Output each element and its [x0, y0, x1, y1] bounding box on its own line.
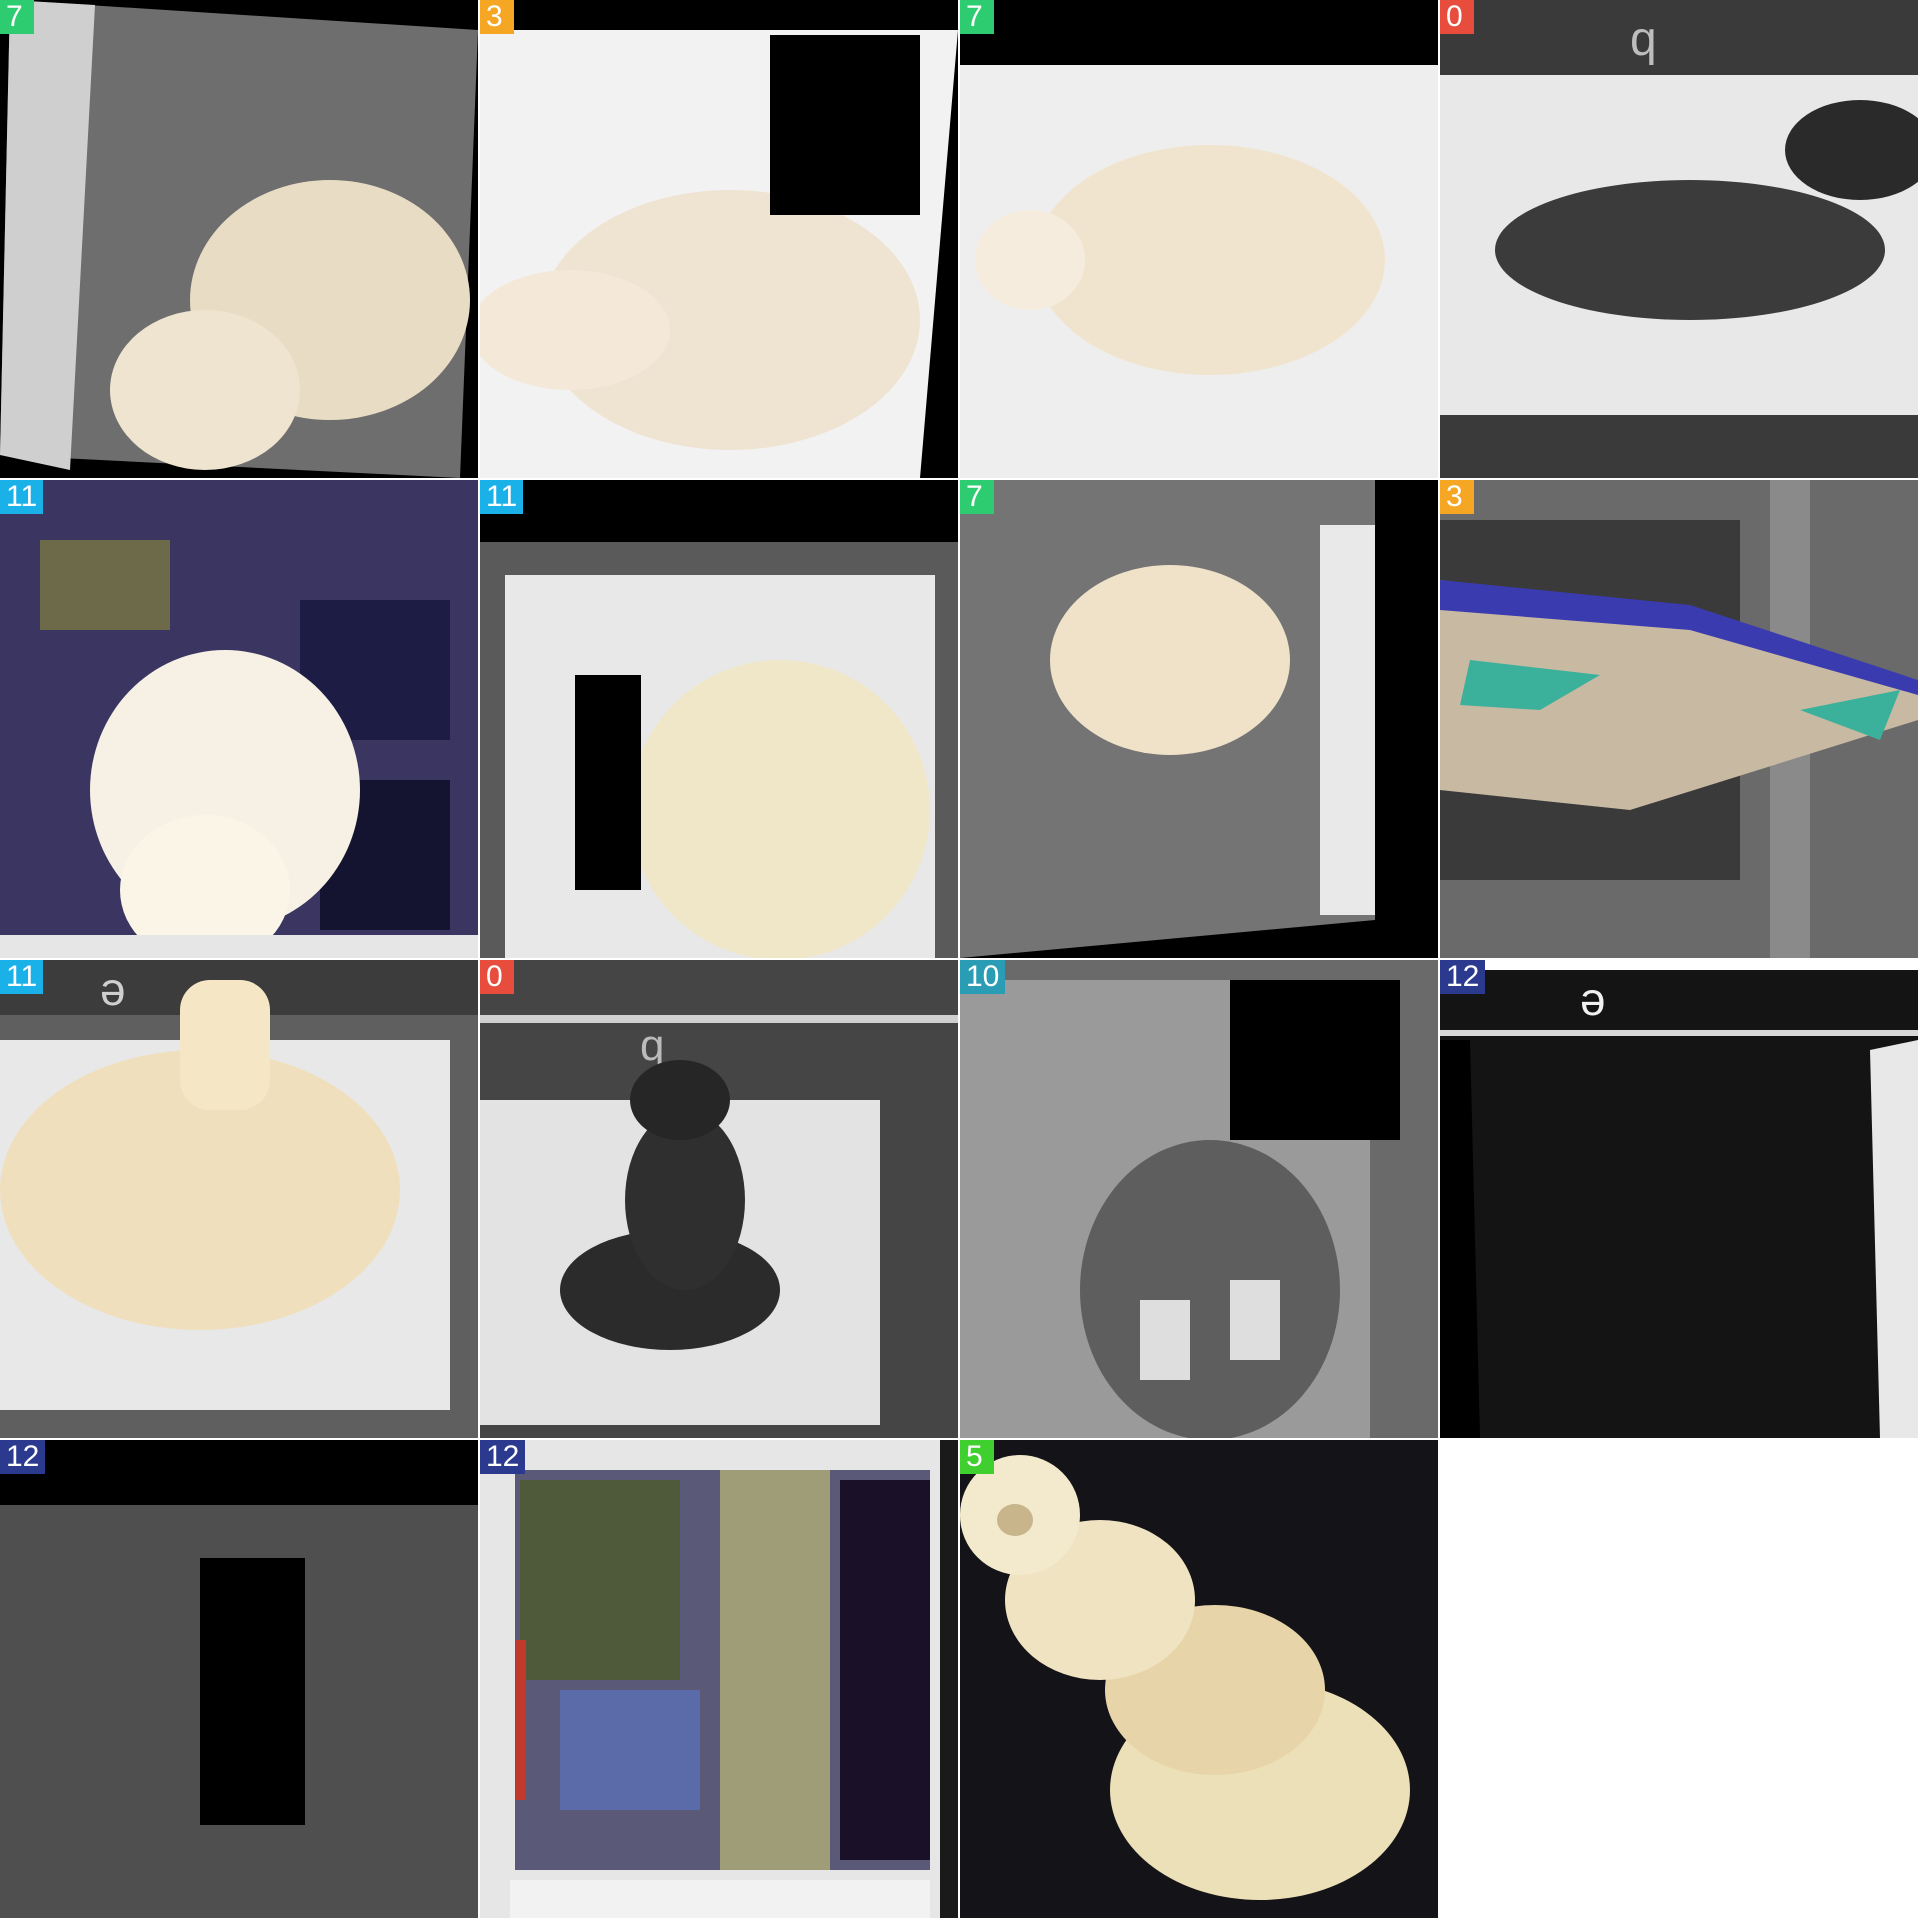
board-coordinate-letter: ə: [100, 963, 126, 1015]
tile-3-image: [960, 0, 1438, 478]
tile-2-image: [480, 0, 958, 478]
tile-14: 12: [480, 1440, 958, 1918]
tile-8: q 3: [1440, 480, 1918, 958]
tile-7: 7: [960, 480, 1438, 958]
class-label-badge: 5: [960, 1440, 994, 1474]
class-label-badge: 12: [0, 1440, 46, 1474]
occlusion-block: [770, 35, 920, 215]
tile-5: 11: [0, 480, 478, 958]
tile-1: 7: [0, 0, 478, 478]
class-label-badge: 12: [480, 1440, 526, 1474]
board-coordinate-letter: ə: [1580, 973, 1606, 1025]
tile-2: 3: [480, 0, 958, 478]
tile-6-image: [480, 480, 958, 958]
tile-9: ə 11: [0, 960, 478, 1438]
class-label-badge: 3: [480, 0, 514, 34]
class-label-badge: 0: [1440, 0, 1474, 34]
class-label-badge: 7: [960, 0, 994, 34]
tile-15-image: [960, 1440, 1438, 1918]
tile-13-image: [0, 1440, 478, 1918]
tile-8-image: q: [1440, 480, 1918, 958]
tile-4: q 0: [1440, 0, 1918, 478]
class-label-badge: 7: [0, 0, 34, 34]
tile-11: 10: [960, 960, 1438, 1438]
occlusion-block: [575, 675, 641, 890]
tile-13: 12: [0, 1440, 478, 1918]
class-label-badge: 12: [1440, 960, 1486, 994]
class-label-badge: 3: [1440, 480, 1474, 514]
class-label-badge: 0: [480, 960, 514, 994]
tile-14-image: [480, 1440, 958, 1918]
tile-12-image: ə: [1440, 960, 1918, 1438]
board-coordinate-letter: q: [640, 1021, 664, 1070]
tile-7-image: [960, 480, 1438, 958]
tile-15: 5: [960, 1440, 1438, 1918]
class-label-badge: 10: [960, 960, 1006, 994]
tile-4-image: q: [1440, 0, 1918, 478]
tile-10-image: q: [480, 960, 958, 1438]
occlusion-block: [200, 1558, 305, 1825]
board-coordinate-letter: q: [1630, 13, 1657, 66]
tile-1-image: [0, 0, 478, 478]
tile-9-image: ə: [0, 960, 478, 1438]
class-label-badge: 11: [0, 480, 44, 514]
class-label-badge: 7: [960, 480, 994, 514]
class-label-badge: 11: [0, 960, 44, 994]
class-label-badge: 11: [480, 480, 524, 514]
tile-10: q 0: [480, 960, 958, 1438]
occlusion-block: [1230, 980, 1400, 1140]
tile-3: 7: [960, 0, 1438, 478]
tile-5-image: [0, 480, 478, 958]
tile-11-image: [960, 960, 1438, 1438]
tile-6: 11: [480, 480, 958, 958]
tile-12: ə 12: [1440, 960, 1918, 1438]
